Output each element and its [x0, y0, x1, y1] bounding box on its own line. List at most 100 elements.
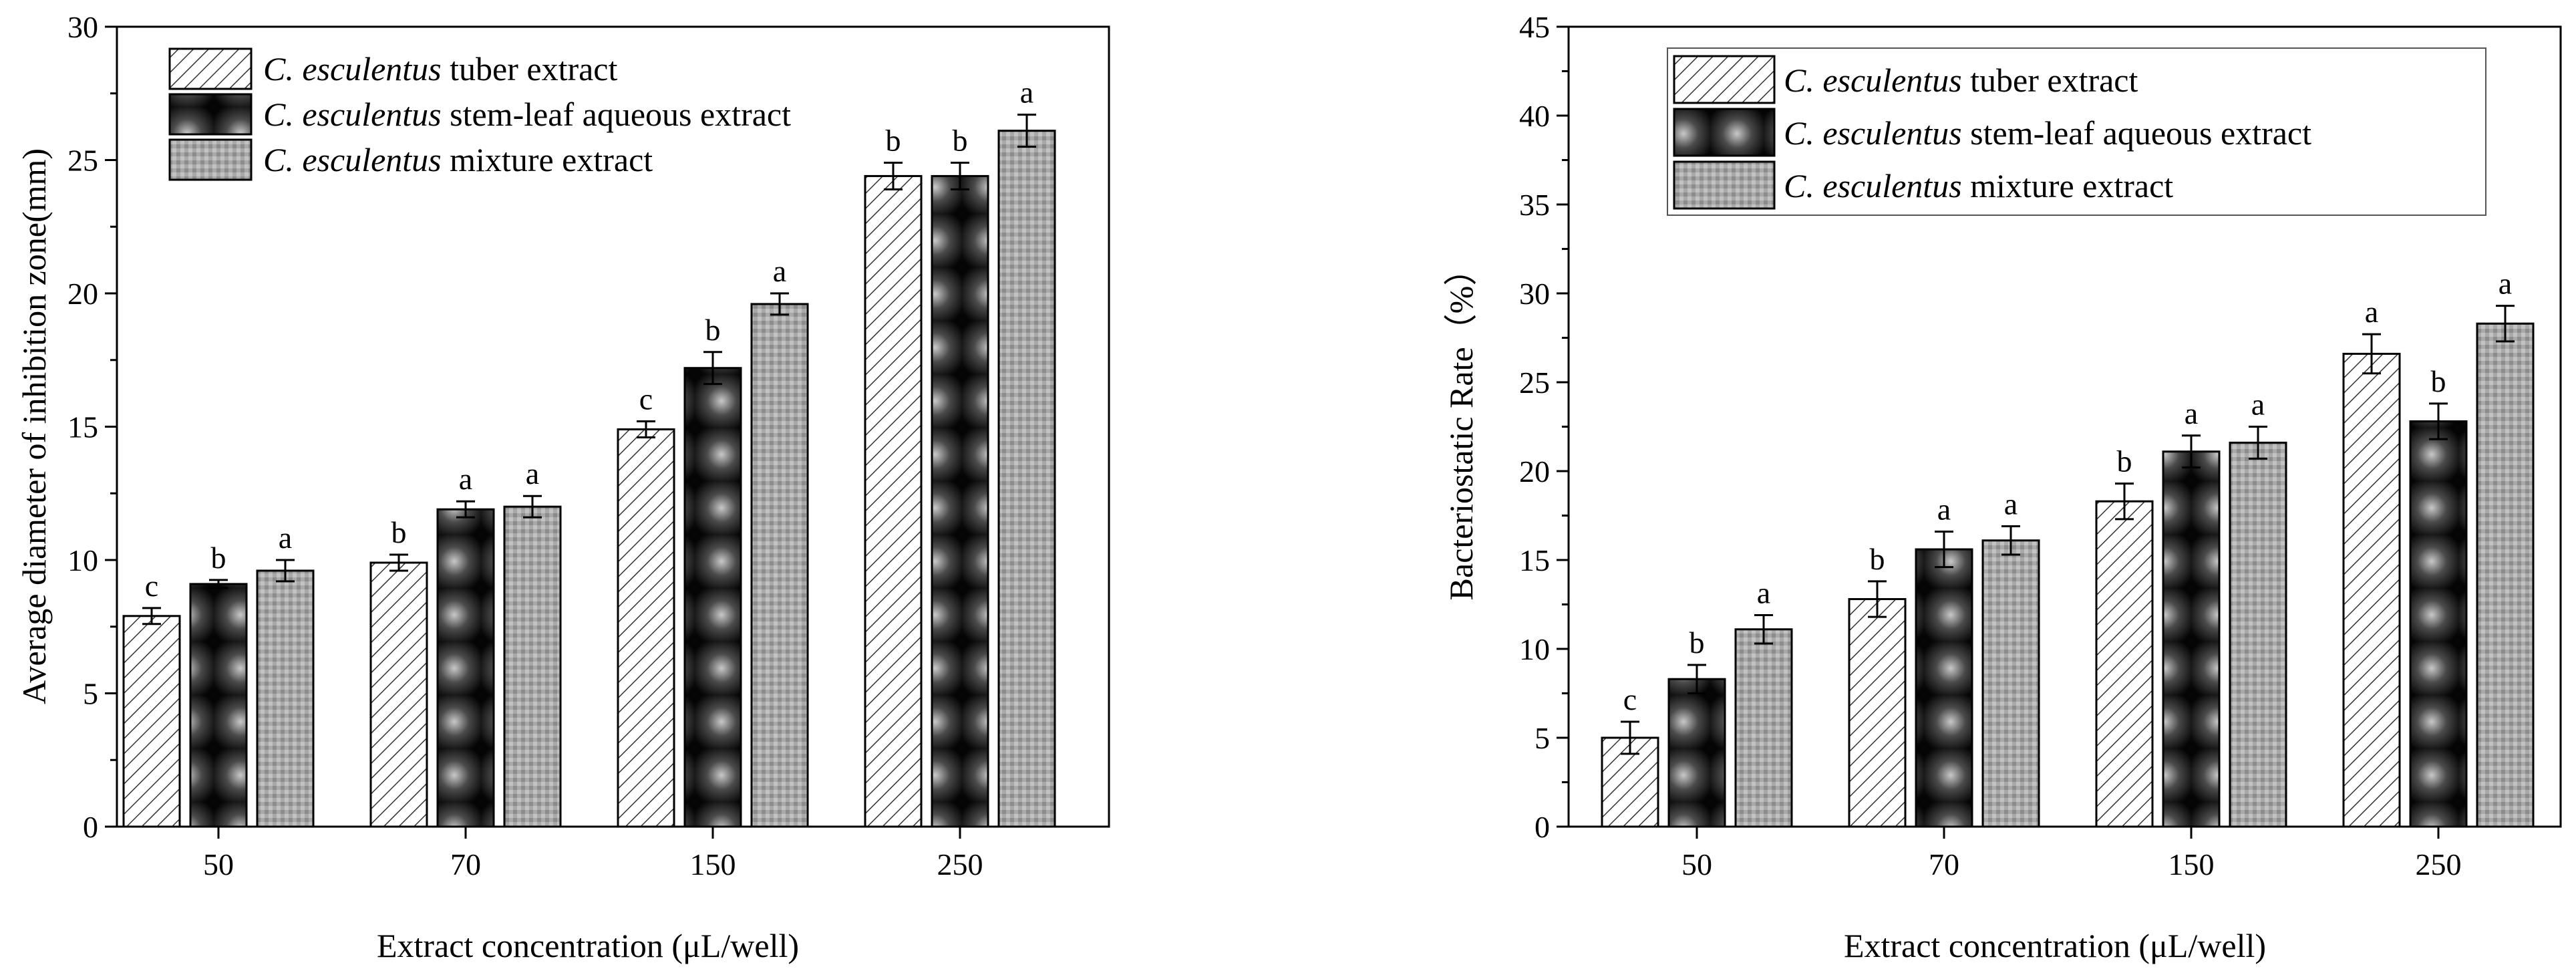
- left-error-bar: [209, 579, 228, 589]
- right-x-ticks: 50 70 150 250: [1681, 827, 2462, 881]
- left-bar-mixture: [997, 130, 1056, 828]
- right-legend-italic-mixture: C. esculentus: [1784, 167, 1962, 204]
- left-legend: C. esculentus tuber extract C. esculentu…: [168, 47, 791, 181]
- left-significance-letter: a: [279, 521, 292, 555]
- left-legend-label-tuber: C. esculentus tuber extract: [263, 50, 617, 88]
- right-y-tick-label: 30: [1519, 277, 1550, 311]
- right-legend-label-stemleaf: C. esculentus stem-leaf aqueous extract: [1784, 114, 2311, 152]
- left-bars: [122, 130, 1056, 828]
- left-error-bar: [1017, 114, 1036, 148]
- right-error-bar: [1621, 720, 1639, 755]
- left-legend-italic-tuber: C. esculentus: [263, 50, 442, 88]
- left-error-bar: [770, 292, 789, 316]
- right-y-axis-title: Bacteriostatic Rate（%）: [1442, 253, 1480, 601]
- right-x-tick-label: 150: [2168, 847, 2215, 881]
- left-y-tick-label: 15: [67, 410, 98, 444]
- right-y-tick-label: 0: [1535, 810, 1550, 844]
- right-legend-label-tuber: C. esculentus tuber extract: [1784, 61, 2138, 99]
- right-bar-tuber: [2342, 352, 2401, 828]
- right-error-bar: [1687, 664, 1706, 694]
- left-bar-tuber: [122, 615, 181, 828]
- right-y-tick-label: 35: [1519, 188, 1550, 222]
- right-bar-mixture: [1981, 539, 2040, 828]
- left-legend-italic-mixture: C. esculentus: [263, 141, 442, 178]
- right-error-bar: [2249, 426, 2267, 460]
- right-legend-swatch-tuber: [1673, 55, 1776, 104]
- left-x-ticks: 50 70 150 250: [203, 827, 983, 881]
- left-y-tick-label: 30: [67, 10, 98, 44]
- right-y-tick-label: 5: [1535, 721, 1550, 755]
- left-legend-rest-mixture: mixture extract: [442, 141, 653, 178]
- right-legend-label-mixture: C. esculentus mixture extract: [1784, 167, 2173, 204]
- right-y-tick-label: 10: [1519, 632, 1550, 666]
- right-bar-tuber: [1601, 736, 1659, 828]
- left-y-tick-label: 5: [83, 677, 98, 711]
- left-significance-letter: a: [459, 462, 472, 496]
- left-y-axis-title: Average diameter of inhibition zone(mm): [15, 148, 53, 704]
- right-error-bar: [2001, 525, 2020, 556]
- right-x-axis-title: Extract concentration (μL/well): [1844, 927, 2266, 964]
- left-legend-swatch-stemleaf: [168, 93, 253, 136]
- left-error-bar: [703, 351, 722, 386]
- left-bar-mixture: [503, 505, 562, 828]
- left-error-bar: [142, 607, 161, 625]
- right-significance-letter: a: [2004, 486, 2018, 521]
- right-legend-italic-stemleaf: C. esculentus: [1784, 114, 1962, 152]
- left-y-tick-label: 10: [67, 543, 98, 577]
- right-legend-swatch-stemleaf: [1673, 108, 1776, 157]
- left-legend-italic-stemleaf: C. esculentus: [263, 96, 442, 133]
- right-error-bars: [1621, 305, 2515, 755]
- left-error-bar: [523, 495, 542, 519]
- left-bar-tuber: [864, 174, 923, 828]
- right-significance-letter: b: [1870, 542, 1885, 576]
- left-legend-rest-stemleaf: stem-leaf aqueous extract: [442, 96, 791, 133]
- right-significance-letter: a: [1757, 575, 1770, 609]
- left-bar-stemleaf: [436, 508, 495, 828]
- left-significance-letter: c: [639, 382, 653, 416]
- right-significance-labels: c b b a b a a b a a a a: [1623, 267, 2512, 716]
- right-legend-rest-stemleaf: stem-leaf aqueous extract: [1962, 114, 2311, 152]
- right-significance-letter: a: [2185, 396, 2198, 430]
- left-y-tick-label: 25: [67, 144, 98, 178]
- left-legend-label-mixture: C. esculentus mixture extract: [263, 141, 653, 178]
- right-error-bar: [2182, 434, 2201, 469]
- right-y-tick-label: 45: [1519, 10, 1550, 44]
- right-y-tick-label: 25: [1519, 366, 1550, 400]
- right-error-bar: [2115, 482, 2134, 521]
- right-error-bar: [1754, 613, 1773, 645]
- right-bar-stemleaf: [2409, 420, 2468, 828]
- left-error-bars: [142, 114, 1036, 625]
- right-bar-mixture: [1734, 628, 1793, 828]
- left-significance-letter: b: [705, 313, 721, 347]
- right-legend-italic-tuber: C. esculentus: [1784, 61, 1962, 99]
- left-bar-tuber: [369, 561, 428, 828]
- left-error-bar: [637, 420, 655, 438]
- left-bar-tuber: [617, 428, 675, 828]
- right-x-tick-label: 70: [1929, 847, 1959, 881]
- left-x-axis-title: Extract concentration (μL/well): [377, 927, 799, 964]
- left-bar-mixture: [256, 569, 315, 828]
- right-legend-box: [1667, 47, 2486, 216]
- right-bar-stemleaf: [2162, 450, 2221, 828]
- right-y-tick-label: 40: [1519, 99, 1550, 133]
- left-y-tick-label: 20: [67, 277, 98, 311]
- left-error-bar: [276, 559, 295, 583]
- right-significance-letter: a: [2365, 295, 2378, 329]
- left-legend-label-stemleaf: C. esculentus stem-leaf aqueous extract: [263, 96, 791, 133]
- left-significance-letter: b: [953, 123, 968, 157]
- right-error-bar: [1868, 580, 1887, 618]
- left-significance-letter: a: [773, 254, 786, 288]
- left-error-bar: [951, 161, 969, 190]
- left-y-tick-label: 0: [83, 810, 98, 844]
- right-significance-letter: a: [1937, 492, 1951, 526]
- left-x-tick-label: 70: [450, 847, 481, 881]
- right-y-tick-label: 15: [1519, 543, 1550, 577]
- right-significance-letter: c: [1623, 682, 1637, 716]
- left-x-tick-label: 150: [690, 847, 736, 881]
- right-bar-tuber: [2095, 500, 2154, 828]
- right-y-ticks: 0 5 10 15 20 25 30 35 40 45: [1519, 10, 1569, 844]
- left-error-bar: [884, 161, 903, 190]
- right-legend: C. esculentus tuber extract C. esculentu…: [1667, 47, 2486, 216]
- left-legend-swatch-tuber: [168, 47, 253, 90]
